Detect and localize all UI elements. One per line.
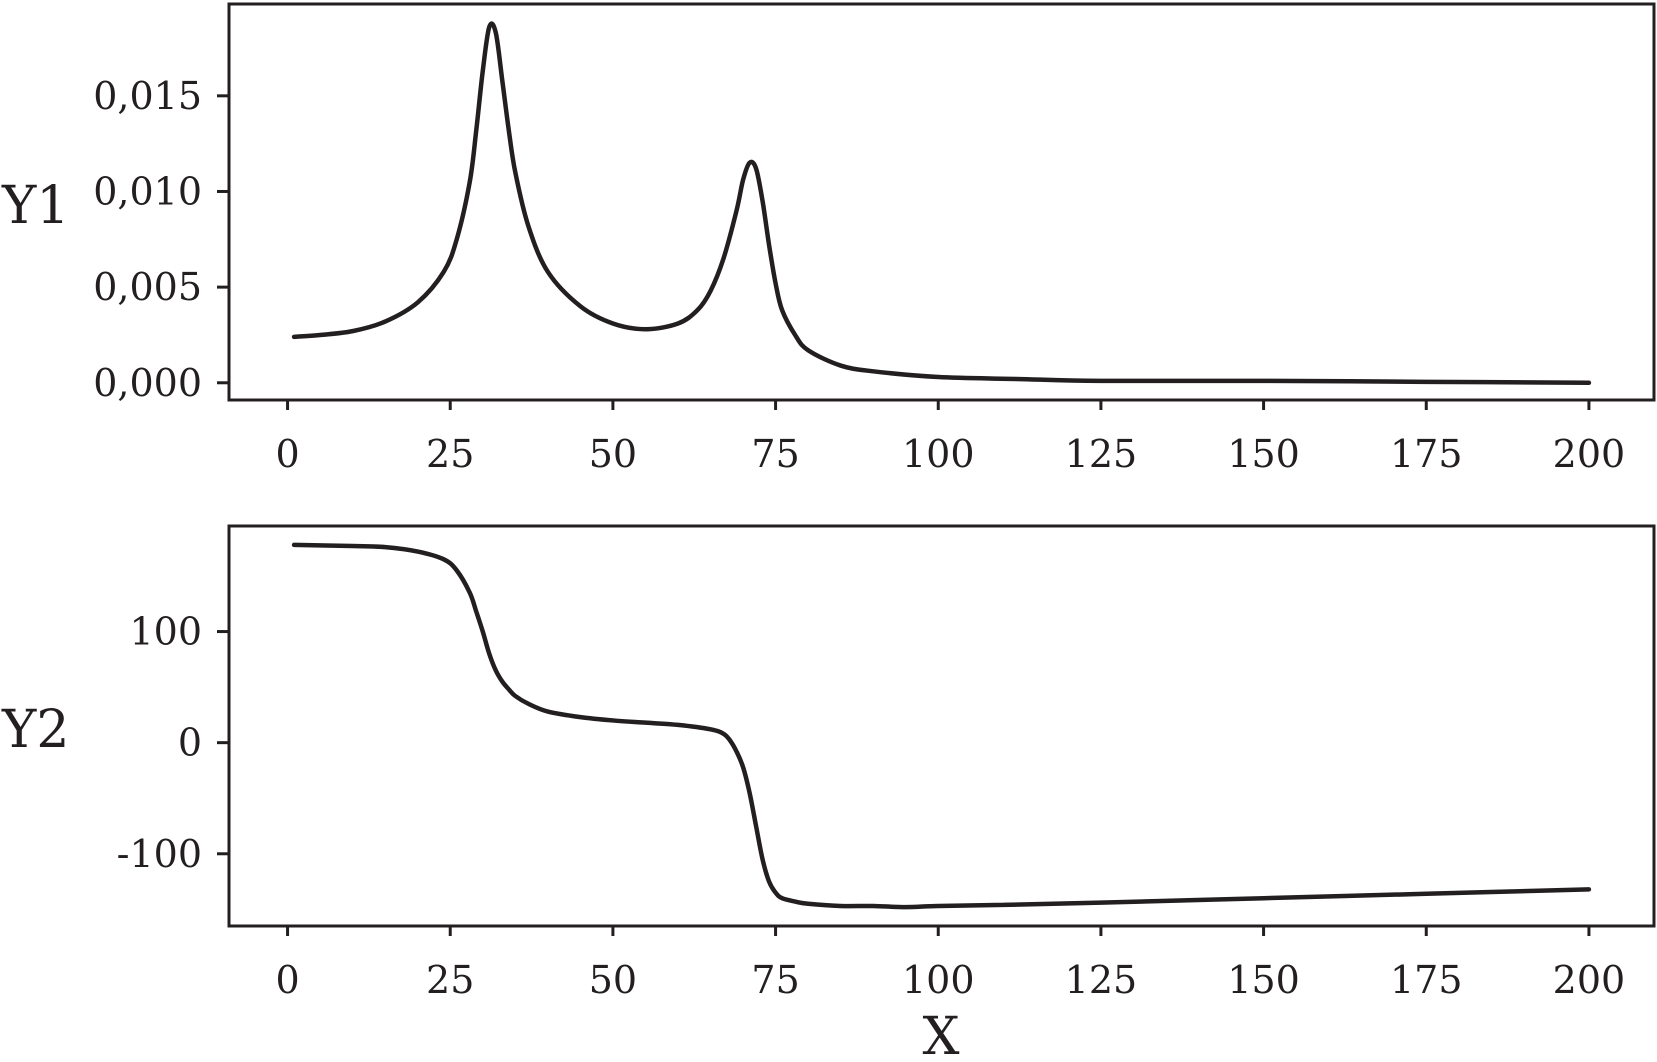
series-line (291, 21, 1592, 386)
y-tick-label: 100 (129, 610, 202, 654)
x-axis-ticks: 0 25 50 75 100 125 150 175 200 (275, 926, 1625, 1002)
x-axis-ticks: 0 25 50 75 100 125 150 175 200 (275, 400, 1625, 476)
y-tick-label: 0,000 (93, 361, 202, 405)
x-tick-label: 75 (751, 958, 799, 1002)
y-axis-title: Y1 (1, 176, 69, 236)
x-axis-title: X (922, 1007, 959, 1062)
x-tick-label: 25 (426, 432, 474, 476)
x-tick-label: 75 (751, 432, 799, 476)
x-tick-label: 150 (1227, 432, 1300, 476)
x-tick-label: 125 (1065, 432, 1138, 476)
y-tick-label: 0,005 (93, 265, 202, 309)
plot-frame (227, 2, 1656, 402)
series-line (291, 542, 1592, 910)
x-tick-label: 50 (589, 958, 637, 1002)
y-tick-label: 0,010 (93, 169, 202, 213)
x-tick-label: 175 (1390, 958, 1463, 1002)
y-tick-label: -100 (117, 832, 202, 876)
x-tick-label: 175 (1390, 432, 1463, 476)
y-axis-title: Y2 (1, 700, 69, 760)
x-tick-label: 0 (275, 958, 299, 1002)
plot-frame (227, 524, 1656, 928)
x-tick-label: 200 (1553, 958, 1626, 1002)
chart-panel-y1: 0 25 50 75 100 125 150 175 200 0,0000,0050,0100,… (1, 2, 1656, 476)
y-axis-ticks: -100 0 100 (117, 610, 229, 876)
y-tick-label: 0 (178, 721, 202, 765)
x-tick-label: 100 (902, 958, 975, 1002)
x-tick-label: 125 (1065, 958, 1138, 1002)
x-tick-label: 150 (1227, 958, 1300, 1002)
x-tick-label: 25 (426, 958, 474, 1002)
x-tick-label: 0 (275, 432, 299, 476)
y-tick-label: 0,015 (93, 74, 202, 118)
y-axis-ticks: 0,000 0,005 0,010 0,015 (93, 74, 229, 405)
x-tick-label: 100 (902, 432, 975, 476)
chart-panel-y2: 0 25 50 75 100 125 150 175 200 -100 0 100 Y2 X (1, 524, 1656, 1062)
x-tick-label: 50 (589, 432, 637, 476)
x-tick-label: 200 (1553, 432, 1626, 476)
